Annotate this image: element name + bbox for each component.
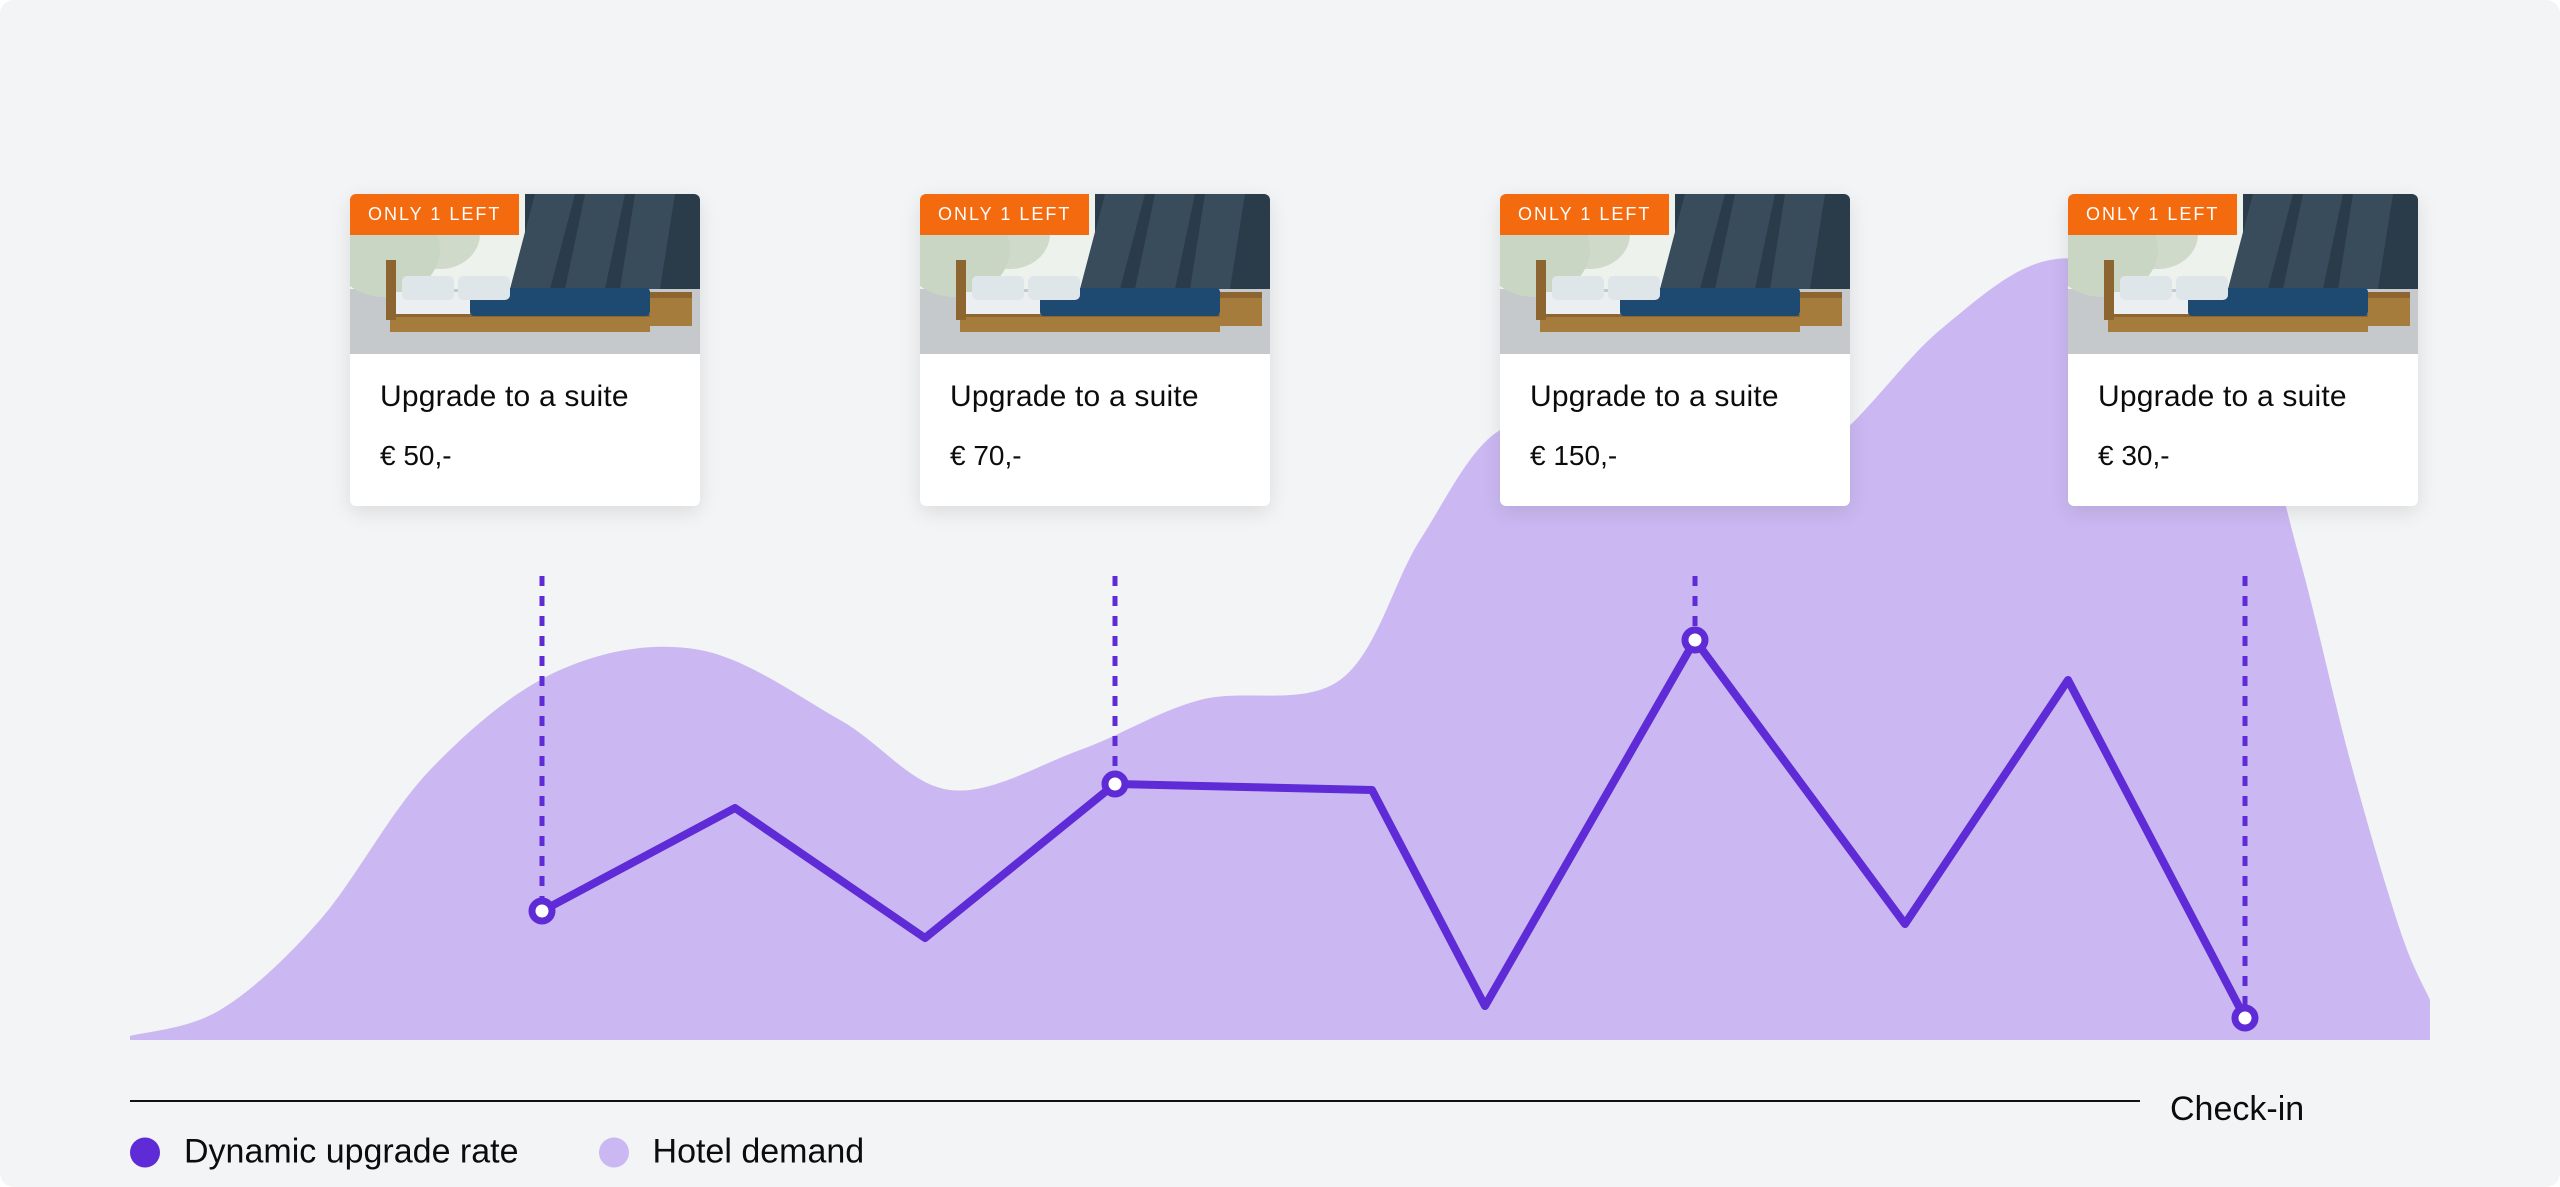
scarcity-badge: ONLY 1 LEFT: [1500, 194, 1669, 235]
legend-item-1: Hotel demand: [599, 1133, 865, 1172]
card-price: € 50,-: [380, 440, 670, 472]
line-marker-0: [532, 901, 552, 921]
scarcity-badge: ONLY 1 LEFT: [2068, 194, 2237, 235]
legend-label-0: Dynamic upgrade rate: [184, 1133, 519, 1172]
card-photo: ONLY 1 LEFT: [920, 194, 1270, 354]
upgrade-card-2[interactable]: ONLY 1 LEFT Upgrade to a suite € 150,-: [1500, 194, 1850, 506]
x-axis: [130, 1100, 2140, 1102]
legend-item-0: Dynamic upgrade rate: [130, 1133, 519, 1172]
line-marker-3: [2235, 1008, 2255, 1028]
legend-dot-0: [130, 1137, 160, 1167]
card-photo: ONLY 1 LEFT: [1500, 194, 1850, 354]
card-title: Upgrade to a suite: [2098, 380, 2388, 414]
card-body: Upgrade to a suite € 150,-: [1500, 354, 1850, 506]
line-marker-2: [1685, 630, 1705, 650]
card-price: € 30,-: [2098, 440, 2388, 472]
card-title: Upgrade to a suite: [950, 380, 1240, 414]
upgrade-card-3[interactable]: ONLY 1 LEFT Upgrade to a suite € 30,-: [2068, 194, 2418, 506]
chart-canvas: Check-in Dynamic upgrade rate Hotel demand…: [0, 0, 2560, 1187]
card-photo: ONLY 1 LEFT: [350, 194, 700, 354]
card-photo: ONLY 1 LEFT: [2068, 194, 2418, 354]
scarcity-badge: ONLY 1 LEFT: [920, 194, 1089, 235]
card-body: Upgrade to a suite € 70,-: [920, 354, 1270, 506]
card-price: € 70,-: [950, 440, 1240, 472]
legend-dot-1: [599, 1137, 629, 1167]
card-price: € 150,-: [1530, 440, 1820, 472]
scarcity-badge: ONLY 1 LEFT: [350, 194, 519, 235]
x-axis-label: Check-in: [2170, 1090, 2304, 1129]
legend: Dynamic upgrade rate Hotel demand: [130, 1133, 864, 1172]
line-marker-1: [1105, 774, 1125, 794]
upgrade-card-0[interactable]: ONLY 1 LEFT Upgrade to a suite € 50,-: [350, 194, 700, 506]
card-title: Upgrade to a suite: [1530, 380, 1820, 414]
card-body: Upgrade to a suite € 30,-: [2068, 354, 2418, 506]
legend-label-1: Hotel demand: [653, 1133, 865, 1172]
card-title: Upgrade to a suite: [380, 380, 670, 414]
card-body: Upgrade to a suite € 50,-: [350, 354, 700, 506]
chart-svg: [0, 0, 2560, 1187]
upgrade-card-1[interactable]: ONLY 1 LEFT Upgrade to a suite € 70,-: [920, 194, 1270, 506]
infographic-frame: Check-in Dynamic upgrade rate Hotel demand…: [0, 0, 2560, 1187]
